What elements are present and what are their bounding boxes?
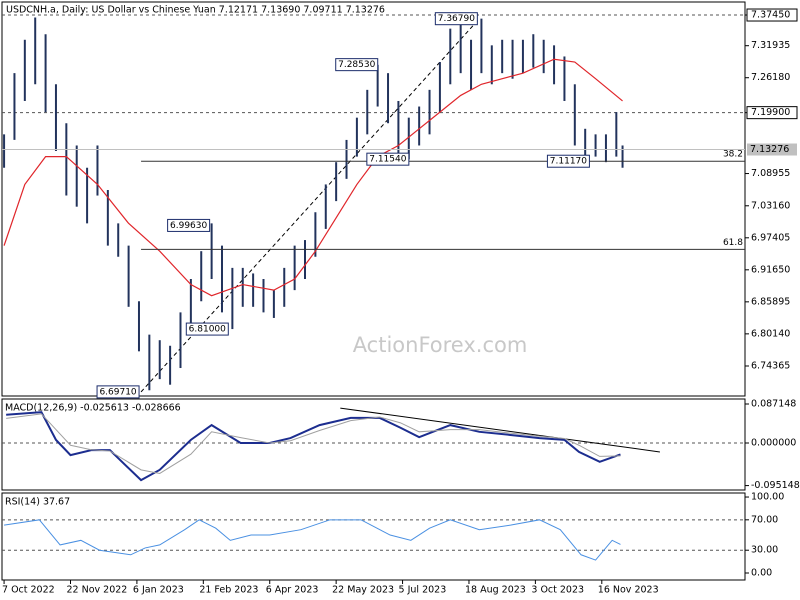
y-tick-label: 7.19900 <box>751 107 790 118</box>
x-tick-label: 22 Nov 2022 <box>66 585 127 596</box>
x-tick-label: 18 Aug 2023 <box>465 585 526 596</box>
trendline <box>340 407 660 453</box>
y-tick-label: 6.85895 <box>751 296 790 307</box>
chart-title: USDCNH.a, Daily: US Dollar vs Chinese Yu… <box>6 5 385 16</box>
fib-label: 38.2 <box>723 150 743 160</box>
x-tick-label: 3 Oct 2023 <box>531 585 584 596</box>
x-tick-label: 6 Apr 2023 <box>266 585 319 596</box>
y-tick-label: 7.08955 <box>751 168 790 179</box>
annotation-label: 6.81000 <box>189 325 226 335</box>
y-tick-label: 6.91650 <box>751 264 790 275</box>
annotation-box <box>434 12 478 26</box>
last-price-label: 7.13276 <box>750 144 789 155</box>
annotation-label: 7.36790 <box>438 14 475 24</box>
panel-frame <box>1 1 746 397</box>
y-tick-label: 7.31935 <box>751 40 790 51</box>
y-tick-label: 7.03160 <box>751 200 790 211</box>
watermark: ActionForex.com <box>353 333 528 357</box>
annotation-box <box>185 322 229 336</box>
y-tick-label: 7.37450 <box>751 10 790 21</box>
annotation-box <box>335 58 379 72</box>
y-tick-label: -0.095148 <box>751 480 800 491</box>
y-tick-label: 0.087148 <box>751 398 796 409</box>
y-tick-label: 7.26180 <box>751 72 790 83</box>
y-tick-box <box>746 8 798 22</box>
moving-average <box>3 58 623 297</box>
annotation-label: 7.28530 <box>338 60 375 70</box>
y-tick-label: 70.00 <box>751 514 778 525</box>
annotation-box <box>546 154 590 168</box>
panel-frame <box>1 398 746 491</box>
annotation-label: 6.69710 <box>99 387 136 397</box>
y-tick-label: 0.000000 <box>751 438 796 449</box>
annotation-label: 6.99630 <box>170 221 207 231</box>
annotation-label: 7.11540 <box>369 155 406 165</box>
annotation-box <box>167 218 211 232</box>
x-tick-label: 5 Jul 2023 <box>399 585 447 596</box>
annotation-box <box>96 385 140 399</box>
panel-frame <box>1 492 746 581</box>
indicator-line <box>6 413 621 474</box>
y-tick-label: 100.00 <box>751 492 784 503</box>
y-tick-label: 6.80140 <box>751 328 790 339</box>
annotation-box <box>366 152 410 166</box>
x-tick-label: 6 Jan 2023 <box>133 585 184 596</box>
x-tick-label: 16 Nov 2023 <box>598 585 659 596</box>
last-price-box <box>747 143 797 156</box>
x-tick-label: 22 May 2023 <box>332 585 394 596</box>
y-tick-label: 6.97405 <box>751 232 790 243</box>
x-tick-label: 7 Oct 2022 <box>2 585 55 596</box>
fib-label: 61.8 <box>723 238 743 248</box>
annotation-label: 7.11170 <box>550 157 587 167</box>
y-tick-label: 6.74365 <box>751 360 790 371</box>
y-tick-label: 0.00 <box>751 568 772 579</box>
x-tick-label: 21 Feb 2023 <box>199 585 258 596</box>
panel-label: RSI(14) 37.67 <box>5 497 70 508</box>
indicator-line <box>4 519 621 561</box>
y-tick-label: 30.00 <box>751 545 778 556</box>
y-tick-box <box>746 106 798 120</box>
panel-label: MACD(12,26,9) -0.025613 -0.028666 <box>5 403 181 414</box>
